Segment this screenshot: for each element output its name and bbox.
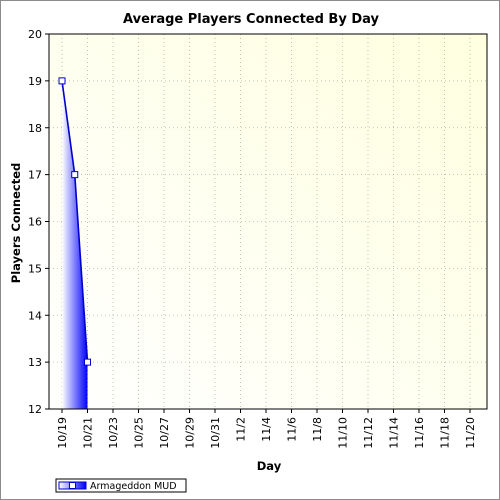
x-tick-label: 11/6 <box>286 417 299 442</box>
y-tick-label: 12 <box>28 403 42 416</box>
y-tick-label: 16 <box>28 216 42 229</box>
x-tick-label: 11/10 <box>337 417 350 449</box>
x-tick-label: 10/27 <box>158 417 171 449</box>
x-tick-label: 10/25 <box>133 417 146 449</box>
y-tick-label: 20 <box>28 28 42 41</box>
x-axis-title: Day <box>257 459 282 473</box>
series-point <box>84 358 91 366</box>
plot-area <box>49 34 487 409</box>
series-area <box>58 77 91 409</box>
x-tick-label: 11/14 <box>388 417 401 449</box>
x-tick-label: 10/19 <box>56 417 69 449</box>
x-axis-ticks: 10/19 10/21 10/23 10/25 10/27 10/29 10/31 11/2 1… <box>56 409 477 449</box>
y-tick-label: 19 <box>28 75 42 88</box>
legend-box <box>55 478 187 493</box>
legend: Armageddon MUD <box>55 478 187 493</box>
x-tick-label: 11/18 <box>439 417 452 449</box>
x-tick-label: 10/29 <box>184 417 197 449</box>
x-tick-label: 11/4 <box>260 417 273 442</box>
series-point <box>71 171 79 179</box>
y-axis-ticks: 12 13 14 15 16 17 18 19 20 <box>28 28 49 416</box>
x-tick-label: 11/20 <box>464 417 477 449</box>
x-tick-label: 10/21 <box>82 417 95 449</box>
series-point <box>58 77 66 85</box>
y-tick-label: 17 <box>28 169 42 182</box>
y-axis-title: Players Connected <box>9 163 23 283</box>
x-tick-label: 10/23 <box>107 417 120 449</box>
x-tick-label: 11/8 <box>311 417 324 442</box>
y-tick-label: 13 <box>28 356 42 369</box>
chart-title: Average Players Connected By Day <box>123 12 379 27</box>
y-tick-label: 18 <box>28 122 42 135</box>
x-tick-label: 11/12 <box>362 417 375 449</box>
legend-marker <box>69 482 76 489</box>
x-tick-label: 11/16 <box>413 417 426 449</box>
legend-label: Armageddon MUD <box>90 481 177 492</box>
y-tick-label: 14 <box>28 309 42 322</box>
y-tick-label: 15 <box>28 262 42 275</box>
series-area-fill <box>62 80 88 409</box>
x-tick-label: 11/2 <box>235 417 248 442</box>
x-tick-label: 10/31 <box>209 417 222 449</box>
